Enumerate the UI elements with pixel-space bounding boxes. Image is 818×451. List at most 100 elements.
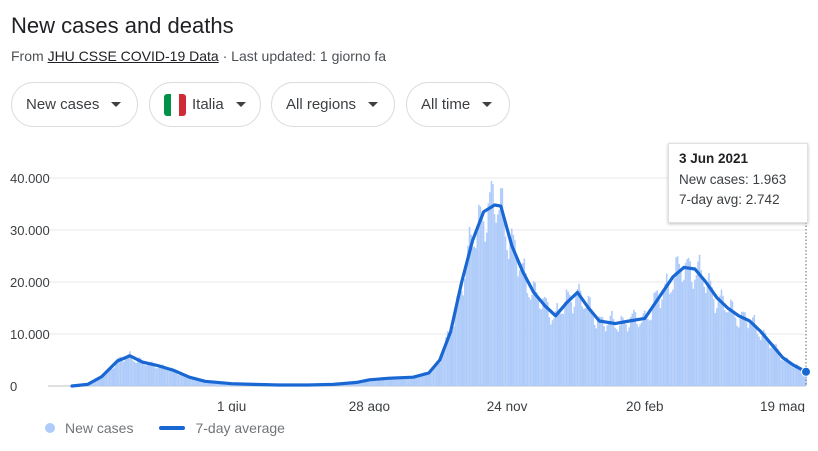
case-bar [509, 240, 511, 386]
case-bar [711, 287, 713, 386]
case-bar [778, 356, 781, 386]
case-bar [794, 364, 796, 386]
case-bar [647, 318, 649, 386]
case-bar [611, 310, 613, 386]
source-prefix: From [11, 48, 44, 64]
case-bar [606, 325, 609, 386]
regions-dropdown[interactable]: All regions [271, 82, 395, 127]
case-bar [191, 377, 194, 386]
case-bar [492, 184, 494, 386]
case-bar [365, 381, 368, 386]
case-bar [202, 380, 205, 386]
case-bar [748, 323, 751, 386]
case-bar [581, 306, 583, 386]
case-bar [390, 377, 393, 386]
case-bar [91, 382, 94, 386]
case-bar [104, 373, 106, 386]
case-bar [745, 322, 748, 386]
case-bar [129, 351, 131, 386]
case-bar [633, 309, 635, 386]
case-bar [755, 324, 757, 386]
x-tick-label: 20 feb [626, 399, 664, 412]
case-bar [780, 359, 782, 386]
country-dropdown[interactable]: Italia [149, 82, 261, 127]
cases-chart[interactable]: 0 10.000 20.000 30.000 40.000 1 giu 28 ago 24 n… [0, 140, 818, 412]
case-bar [445, 337, 447, 386]
case-bar [628, 327, 630, 386]
case-bar [435, 361, 438, 386]
case-bar [601, 317, 604, 386]
case-bar [194, 377, 197, 386]
case-bar [412, 376, 414, 386]
case-bar [161, 364, 164, 386]
case-bar [507, 258, 510, 386]
case-bar [179, 374, 181, 386]
case-bar [764, 332, 767, 386]
case-bar [399, 377, 402, 386]
case-bar [388, 378, 391, 386]
y-tick-label: 30.000 [10, 223, 50, 238]
case-bar [543, 296, 546, 386]
case-bar [515, 257, 518, 386]
case-bar [803, 372, 806, 386]
case-bar [454, 309, 457, 386]
case-bar [446, 331, 449, 386]
case-bar [683, 279, 685, 386]
case-bar [532, 281, 535, 386]
case-bar [608, 321, 610, 386]
case-bar [700, 270, 702, 386]
case-bar [392, 377, 394, 386]
case-bar [406, 378, 408, 386]
case-bar [722, 295, 724, 386]
case-bar [661, 299, 663, 386]
case-bar [609, 315, 612, 386]
case-bar [116, 358, 119, 386]
case-bar [467, 245, 469, 386]
case-bar [723, 309, 726, 386]
case-bar [199, 381, 202, 386]
case-bar [770, 347, 773, 386]
case-bar [614, 327, 616, 386]
case-bar [622, 317, 624, 386]
case-bar [371, 379, 374, 386]
case-bar [429, 373, 432, 386]
case-bar [753, 314, 756, 386]
case-bar [157, 367, 159, 386]
case-bar [379, 378, 382, 386]
case-bar [146, 364, 148, 386]
case-bar [89, 383, 92, 386]
case-bar [592, 315, 594, 386]
case-bar [376, 379, 378, 386]
case-bar [121, 359, 123, 386]
case-bar [572, 313, 574, 386]
case-bar [637, 327, 640, 386]
case-bar [648, 320, 651, 386]
case-bar [208, 382, 211, 386]
metric-dropdown[interactable]: New cases [11, 82, 138, 127]
case-bar [368, 379, 371, 386]
case-bar [639, 324, 641, 386]
case-bar [395, 378, 397, 386]
x-tick-label: 24 nov [487, 399, 528, 412]
case-bar [481, 214, 483, 386]
case-bar [359, 381, 361, 386]
case-bar [163, 367, 166, 386]
case-bar [493, 214, 496, 386]
case-bar [597, 319, 599, 386]
source-link[interactable]: JHU CSSE COVID-19 Data [47, 48, 219, 64]
case-bar [565, 289, 568, 386]
seven-day-average-line [70, 203, 808, 388]
time-dropdown[interactable]: All time [406, 82, 510, 127]
case-bar [618, 325, 621, 386]
case-bar [603, 325, 605, 386]
case-bar [207, 381, 209, 386]
case-bar [501, 188, 504, 386]
case-bar [545, 298, 547, 386]
case-bar [573, 306, 576, 386]
case-bar [495, 222, 497, 386]
case-bar [695, 274, 698, 386]
x-tick-label: 1 giu [217, 399, 246, 412]
chevron-down-icon [482, 102, 493, 107]
case-bar [752, 317, 754, 386]
case-bar [382, 378, 385, 386]
